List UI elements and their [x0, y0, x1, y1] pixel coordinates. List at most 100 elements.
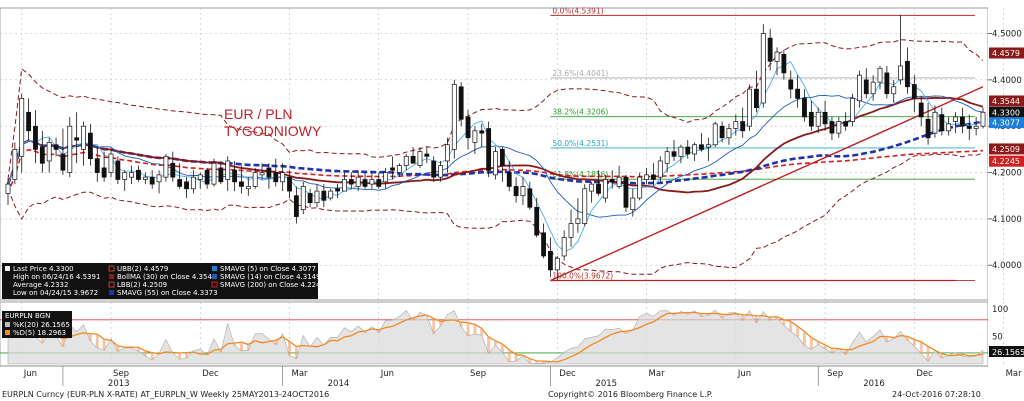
legend-swatch-last [5, 266, 10, 271]
axis-label: 4.1000 [992, 215, 1022, 225]
candle-body [163, 155, 169, 178]
candle-body [383, 172, 389, 183]
candle-body [245, 186, 251, 190]
candle-body [582, 188, 588, 224]
oscillator-badge: 26.1565 [992, 348, 1024, 357]
candle-body [953, 116, 958, 122]
oscillator-title: EURPLN BGN [5, 312, 50, 320]
candle-body [651, 174, 656, 180]
month-label: Sep [470, 369, 486, 379]
candle-body [685, 146, 691, 155]
candle-body [747, 88, 752, 127]
candle-body [87, 132, 93, 159]
candle-body [767, 37, 773, 62]
axis-label: 4.0000 [992, 261, 1022, 271]
month-label: Mar [292, 369, 309, 379]
legend-swatch-sma14 [212, 274, 217, 279]
candle-body [513, 186, 519, 197]
candle-body [726, 128, 732, 139]
candle-body [829, 121, 835, 134]
year-label: 2014 [328, 379, 350, 389]
candle-body [273, 172, 279, 183]
month-label: Dec [916, 369, 933, 379]
year-label: 2015 [595, 379, 617, 389]
legend: Last Price 4.3300 High on 06/24/16 4.539… [2, 263, 325, 299]
candle-body [390, 167, 395, 171]
candle-body [451, 84, 457, 150]
candle-body [754, 88, 759, 109]
badge-box [989, 143, 1024, 155]
candle-body [184, 181, 189, 190]
legend-swatch-sma200 [211, 281, 218, 288]
badge-label: 4.2509 [992, 145, 1020, 154]
oscillator-k: %K(20) 26.1565 [13, 321, 70, 329]
candle-body [616, 176, 622, 187]
fib-label: 61.8%(4.1856) [552, 170, 608, 179]
fib-label: 23.6%(4.4041) [552, 69, 608, 78]
candle-body [46, 142, 52, 162]
badge-box [989, 47, 1024, 59]
oscillator-axis: 100 50 [992, 305, 1008, 343]
candle-body [946, 123, 952, 132]
candle-body [335, 188, 340, 192]
candle-body [458, 86, 464, 120]
candle-body [362, 179, 368, 187]
candlesticks [5, 14, 986, 281]
fib-label: 0.0%(4.5391) [552, 6, 603, 15]
oscillator-axis-label: 100 [992, 305, 1008, 315]
candle-body [190, 176, 196, 190]
annotation-line-2: TYGODNIOWY [224, 123, 322, 139]
candle-body [465, 116, 471, 139]
x-axis-labels: JunSepDecMarJunSepDecMarJunSepDecMarJunS… [23, 366, 1023, 389]
candle-body [129, 172, 135, 178]
candle-body [280, 172, 286, 183]
candle-body [863, 79, 869, 95]
sma55-line [6, 120, 984, 185]
candle-body [891, 86, 897, 95]
candle-body [81, 125, 86, 150]
candle-body [12, 149, 18, 180]
legend-sma55: SMAVG (55) on Close 4.3373 [117, 289, 218, 297]
badge-label: 4.4579 [992, 49, 1020, 58]
candle-body [609, 179, 615, 183]
fib-label: 50.0%(4.2531) [552, 139, 608, 148]
candle-body [506, 172, 512, 187]
candle-body [705, 144, 711, 148]
legend-lbb: LBB(2) 4.2509 [117, 281, 167, 289]
candle-body [877, 67, 883, 83]
candle-body [561, 237, 567, 257]
month-label: Dec [559, 369, 576, 379]
candle-body [822, 111, 828, 125]
candle-body [26, 111, 32, 132]
candle-body [493, 151, 498, 176]
oscillator-badge-bg [989, 346, 1024, 357]
candle-body [170, 162, 176, 178]
candle-body [156, 174, 162, 183]
candle-body [431, 160, 437, 178]
candle-body [218, 167, 224, 183]
oscillator-axis-label: 50 [992, 332, 1003, 342]
month-label: Mar [649, 369, 666, 379]
candle-body [712, 123, 718, 146]
month-label: Mar [1006, 369, 1023, 379]
candle-body [108, 153, 114, 173]
candle-body [211, 162, 217, 185]
candle-body [534, 206, 540, 236]
candle-body [355, 176, 361, 187]
badge-box [989, 155, 1024, 167]
candle-body [115, 160, 121, 180]
legend-last-price: Last Price 4.3300 [13, 265, 74, 273]
legend-low: Low on 04/24/15 3.9672 [13, 289, 98, 297]
candle-body [850, 98, 855, 122]
badge-box [989, 106, 1024, 118]
candle-body [836, 121, 842, 134]
month-label: Jun [737, 369, 751, 379]
trend-lines [550, 86, 984, 282]
lower-bollinger-band [7, 152, 984, 275]
candle-body [699, 144, 704, 150]
candle-body [252, 172, 258, 187]
axis-label: 4.2000 [992, 169, 1022, 179]
oscillator-legend: EURPLN BGN %K(20) 26.1565 %D(5) 18.2963 [2, 311, 72, 338]
footer-timestamp: 24-Oct-2016 07:28:10 [892, 390, 981, 399]
